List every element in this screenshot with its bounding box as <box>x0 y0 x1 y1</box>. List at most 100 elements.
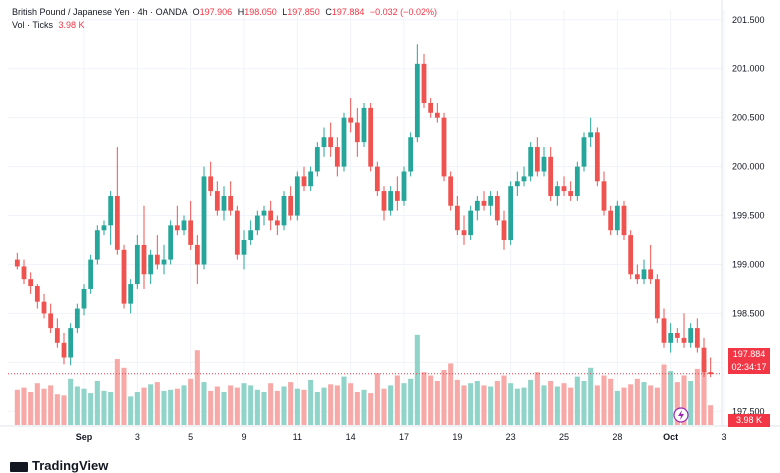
volume-bar <box>548 381 554 425</box>
volume-bar <box>201 382 207 425</box>
volume-bar <box>208 390 214 425</box>
candle-body <box>281 195 287 226</box>
candle-body <box>561 186 567 192</box>
candle-body <box>108 195 114 226</box>
flash-icon-glyph <box>678 410 684 420</box>
volume-bar <box>274 390 280 425</box>
last-price-tag: 197.884 <box>728 348 770 361</box>
candle-body <box>428 102 434 113</box>
volume-bar <box>228 385 234 425</box>
volume-bar <box>634 378 640 425</box>
volume-bar <box>641 382 647 425</box>
volume-bar <box>294 388 300 425</box>
candle-body <box>354 122 360 143</box>
volume-bar <box>434 381 440 425</box>
candle-body <box>641 269 647 280</box>
x-tick-label: 28 <box>612 432 622 442</box>
volume-bar <box>614 390 620 425</box>
symbol-title[interactable]: British Pound / Japanese Yen · 4h · OAND… <box>12 7 188 17</box>
volume-bar <box>501 375 507 425</box>
y-tick-label: 198.500 <box>732 308 765 318</box>
candle-body <box>208 176 214 192</box>
volume-bar <box>608 378 614 425</box>
volume-bar <box>554 386 560 425</box>
volume-bar <box>568 387 574 425</box>
x-tick-label: 17 <box>399 432 409 442</box>
tradingview-logo[interactable]: TradingView <box>10 458 108 473</box>
candle-body <box>681 337 687 343</box>
candle-body <box>688 328 694 343</box>
candle-body <box>488 195 494 206</box>
x-tick-label: 9 <box>241 432 246 442</box>
volume-bar <box>574 376 580 425</box>
candle-body <box>634 274 640 280</box>
candle-body <box>241 240 247 255</box>
candle-body <box>374 166 380 192</box>
x-tick-label: 11 <box>293 432 302 442</box>
candle-body <box>481 200 487 206</box>
volume-bar <box>161 390 167 425</box>
candle-body <box>661 318 667 343</box>
volume-bar <box>581 381 587 425</box>
volume-bar <box>214 386 220 425</box>
volume-bar <box>334 385 340 425</box>
volume-bar <box>68 378 74 425</box>
candle-body <box>401 171 407 201</box>
candle-body <box>21 266 27 280</box>
candle-body <box>421 63 427 103</box>
candle-body <box>14 259 20 267</box>
volume-bar <box>101 390 107 425</box>
candle-body <box>181 220 187 231</box>
y-tick-label: 199.000 <box>732 259 765 269</box>
volume-bar <box>474 381 480 425</box>
volume-bar <box>694 368 700 425</box>
candle-body <box>128 284 134 304</box>
candle-body <box>168 225 174 260</box>
candle-body <box>414 63 420 138</box>
candle-body <box>274 220 280 226</box>
candle-body <box>368 107 374 167</box>
candle-body <box>534 147 540 172</box>
candle-body <box>94 230 100 260</box>
volume-bar <box>241 383 247 425</box>
candle-body <box>361 107 367 143</box>
candle-body <box>588 132 594 138</box>
volume-bar <box>148 384 154 425</box>
candle-body <box>668 333 674 343</box>
volume-bar <box>674 382 680 425</box>
candle-body <box>448 176 454 206</box>
volume-bar <box>361 389 367 425</box>
volume-bar <box>528 379 534 425</box>
candle-body <box>701 347 707 373</box>
candle-body <box>434 112 440 118</box>
candle-body <box>528 147 534 177</box>
volume-bar <box>374 373 380 425</box>
volume-bar <box>268 383 274 425</box>
candle-body <box>201 176 207 265</box>
volume-bar <box>141 387 147 425</box>
volume-bar <box>221 392 227 425</box>
volume-bar <box>541 385 547 425</box>
volume-bar <box>628 384 634 425</box>
candle-body <box>568 191 574 196</box>
candle-body <box>81 288 87 309</box>
volume-bar <box>308 379 314 425</box>
candle-body <box>28 279 34 287</box>
volume-bar <box>461 385 467 425</box>
x-tick-label: 25 <box>559 432 569 442</box>
volume-tag: 3.98 K <box>728 414 770 427</box>
change-value: −0.032 (−0.02%) <box>369 7 437 17</box>
volume-bar <box>28 392 34 425</box>
volume-bar <box>648 385 654 425</box>
candle-body <box>54 328 60 343</box>
volume-bar <box>701 359 707 425</box>
close-label: C <box>325 7 332 17</box>
candle-body <box>88 259 94 289</box>
y-tick-label: 200.500 <box>732 113 765 123</box>
x-tick-label: 14 <box>346 432 356 442</box>
volume-bar <box>408 378 414 425</box>
x-tick-label: Sep <box>76 432 93 442</box>
x-tick-label: 5 <box>188 432 193 442</box>
candle-body <box>308 171 314 187</box>
